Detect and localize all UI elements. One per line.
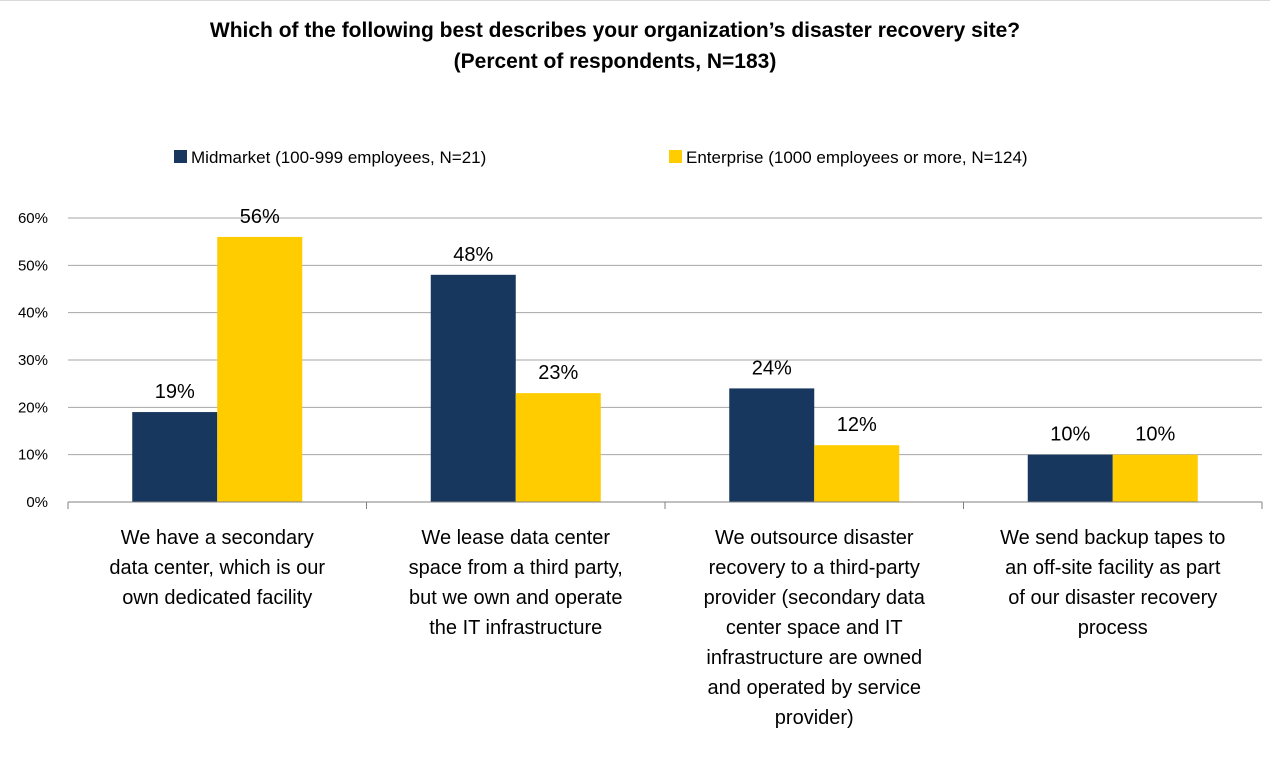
legend-swatch-midmarket (174, 150, 187, 163)
data-label: 10% (1050, 424, 1090, 446)
x-category-label: We outsource disaster recovery to a thir… (703, 527, 925, 729)
x-category-label: We have a secondary data center, which i… (109, 527, 326, 609)
x-category-label: We lease data center space from a third … (408, 527, 623, 639)
y-tick-label: 60% (18, 210, 48, 227)
data-label: 48% (453, 244, 493, 266)
data-label: 23% (538, 362, 578, 384)
bars: 19% 56% 48% 23% 24% 12% 10% 10% (132, 206, 1198, 502)
bar-enterprise (1112, 454, 1198, 502)
y-tick-label: 0% (26, 494, 48, 511)
chart-subtitle: (Percent of respondents, N=183) (453, 50, 777, 73)
data-label: 19% (155, 381, 195, 403)
y-tick-label: 50% (18, 257, 48, 274)
x-category-label: We send backup tapes to an off-site faci… (1000, 527, 1226, 639)
bar-enterprise (814, 445, 900, 502)
bar-midmarket (132, 412, 218, 502)
bar-enterprise (217, 236, 303, 502)
chart-title: Which of the following best describes yo… (209, 19, 1021, 42)
legend: Midmarket (100-999 employees, N=21) Ente… (174, 148, 1028, 167)
bar-midmarket (430, 274, 516, 502)
legend-swatch-enterprise (669, 150, 682, 163)
y-tick-label: 40% (18, 305, 48, 322)
legend-label-midmarket: Midmarket (100-999 employees, N=21) (191, 148, 486, 167)
y-axis: 0% 10% 20% 30% 40% 50% 60% (18, 210, 48, 511)
y-tick-label: 20% (18, 399, 48, 416)
data-label: 56% (240, 206, 280, 228)
bar-midmarket (1027, 454, 1113, 502)
x-axis (67, 501, 1263, 509)
data-label: 12% (837, 414, 877, 436)
data-label: 24% (752, 357, 792, 379)
legend-label-enterprise: Enterprise (1000 employees or more, N=12… (686, 148, 1028, 167)
y-tick-label: 30% (18, 352, 48, 369)
bar-enterprise (515, 393, 601, 502)
bar-midmarket (729, 388, 815, 502)
data-label: 10% (1135, 424, 1175, 446)
y-tick-label: 10% (18, 447, 48, 464)
